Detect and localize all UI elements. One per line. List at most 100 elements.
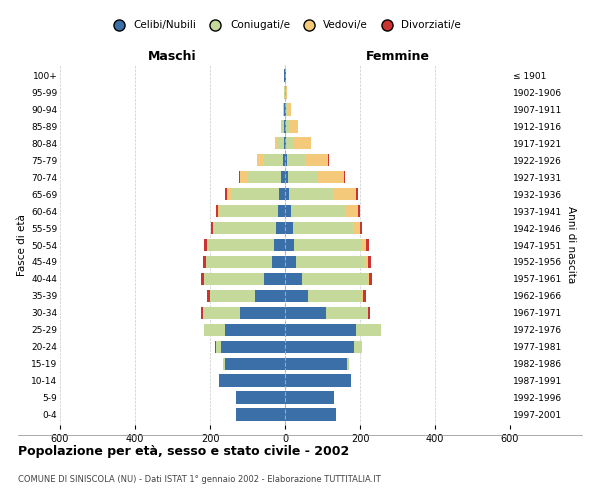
Bar: [285, 103, 286, 116]
Legend: Celibi/Nubili, Coniugati/e, Vedovi/e, Divorziati/e: Celibi/Nubili, Coniugati/e, Vedovi/e, Di…: [104, 16, 466, 34]
Bar: [213, 222, 214, 234]
Bar: [367, 272, 368, 285]
Bar: [203, 256, 206, 268]
Bar: [274, 238, 285, 252]
Bar: [225, 324, 285, 336]
Bar: [239, 170, 240, 183]
Bar: [225, 188, 227, 200]
Bar: [285, 204, 290, 218]
Bar: [220, 374, 285, 387]
Bar: [215, 340, 221, 353]
Bar: [227, 188, 230, 200]
Bar: [206, 256, 272, 268]
Bar: [285, 340, 355, 353]
Bar: [290, 204, 345, 218]
Bar: [305, 154, 328, 166]
Bar: [368, 272, 371, 285]
Bar: [278, 136, 284, 149]
Bar: [287, 154, 305, 166]
Bar: [326, 306, 367, 320]
Bar: [285, 358, 347, 370]
Bar: [257, 154, 265, 166]
Bar: [285, 120, 286, 132]
Bar: [248, 170, 281, 183]
Bar: [345, 204, 358, 218]
Bar: [308, 290, 362, 302]
Bar: [281, 170, 285, 183]
Bar: [347, 358, 349, 370]
Bar: [295, 238, 362, 252]
Bar: [362, 290, 365, 302]
Bar: [203, 324, 205, 336]
Bar: [210, 290, 255, 302]
Bar: [223, 358, 225, 370]
Text: Femmine: Femmine: [365, 50, 430, 64]
Bar: [285, 238, 295, 252]
Bar: [365, 238, 368, 252]
Y-axis label: Fasce di età: Fasce di età: [17, 214, 27, 276]
Text: Popolazione per età, sesso e stato civile - 2002: Popolazione per età, sesso e stato civil…: [18, 445, 349, 458]
Bar: [285, 188, 289, 200]
Bar: [318, 170, 344, 183]
Bar: [285, 136, 286, 149]
Bar: [275, 136, 278, 149]
Bar: [211, 222, 213, 234]
Bar: [205, 272, 265, 285]
Bar: [283, 154, 285, 166]
Bar: [285, 408, 335, 421]
Bar: [285, 374, 350, 387]
Bar: [201, 272, 204, 285]
Text: Maschi: Maschi: [148, 50, 197, 64]
Y-axis label: Anni di nascita: Anni di nascita: [566, 206, 576, 284]
Bar: [285, 272, 302, 285]
Bar: [285, 324, 356, 336]
Bar: [355, 340, 362, 353]
Bar: [281, 120, 283, 132]
Bar: [285, 306, 326, 320]
Bar: [293, 136, 311, 149]
Bar: [280, 188, 285, 200]
Bar: [215, 204, 218, 218]
Bar: [240, 170, 248, 183]
Bar: [283, 120, 284, 132]
Bar: [236, 408, 285, 421]
Bar: [221, 340, 285, 353]
Bar: [265, 154, 283, 166]
Bar: [208, 238, 274, 252]
Bar: [240, 306, 285, 320]
Bar: [334, 188, 356, 200]
Bar: [286, 120, 289, 132]
Bar: [285, 154, 287, 166]
Bar: [236, 392, 285, 404]
Bar: [225, 358, 285, 370]
Bar: [353, 222, 360, 234]
Bar: [277, 204, 285, 218]
Bar: [286, 136, 293, 149]
Text: COMUNE DI SINISCOLA (NU) - Dati ISTAT 1° gennaio 2002 - Elaborazione TUTTITALIA.: COMUNE DI SINISCOLA (NU) - Dati ISTAT 1°…: [18, 475, 381, 484]
Bar: [203, 306, 240, 320]
Bar: [380, 324, 382, 336]
Bar: [285, 170, 288, 183]
Bar: [293, 222, 353, 234]
Bar: [362, 238, 365, 252]
Bar: [255, 290, 285, 302]
Bar: [285, 256, 296, 268]
Bar: [367, 256, 371, 268]
Bar: [350, 374, 352, 387]
Bar: [285, 69, 286, 82]
Bar: [358, 204, 360, 218]
Bar: [214, 222, 275, 234]
Bar: [284, 103, 285, 116]
Bar: [275, 222, 285, 234]
Bar: [368, 306, 370, 320]
Bar: [205, 324, 225, 336]
Bar: [356, 188, 358, 200]
Bar: [284, 120, 285, 132]
Bar: [365, 256, 367, 268]
Bar: [284, 136, 285, 149]
Bar: [206, 290, 209, 302]
Bar: [286, 103, 287, 116]
Bar: [302, 272, 367, 285]
Bar: [200, 306, 203, 320]
Bar: [218, 204, 220, 218]
